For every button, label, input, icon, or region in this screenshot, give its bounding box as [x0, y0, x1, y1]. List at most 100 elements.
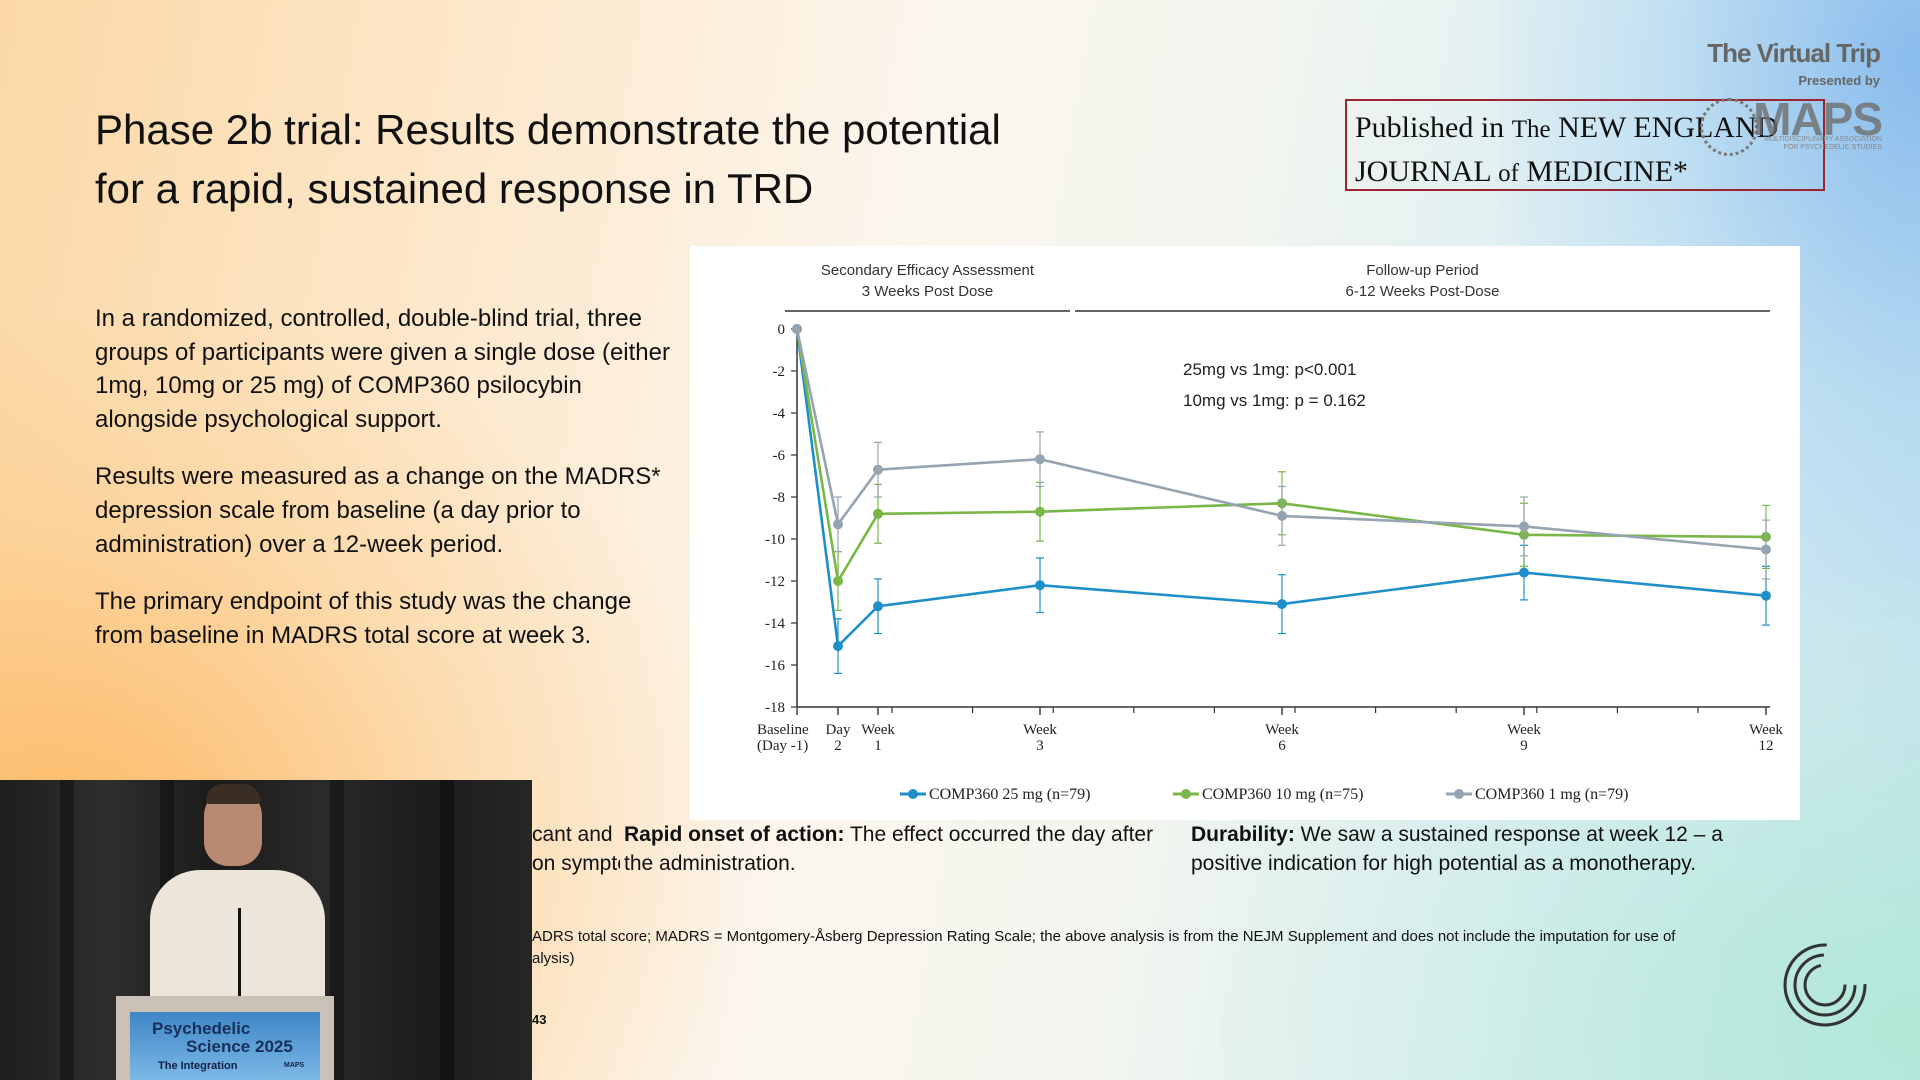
- chart-legend: COMP360 25 mg (n=79) COMP360 10 mg (n=75)…: [900, 786, 1628, 803]
- footnote-line-1: ADRS total score; MADRS = Montgomery-Åsb…: [532, 928, 1676, 945]
- significance-annotation: 25mg vs 1mg: p<0.001: [1183, 360, 1356, 379]
- x-tick-label-line-1: Week: [861, 722, 895, 738]
- y-tick-label: -2: [773, 364, 786, 380]
- legend-swatch-marker: [908, 789, 918, 799]
- body-paragraph-1: In a randomized, controlled, double-blin…: [95, 305, 670, 433]
- nejm-line-2: JOURNAL of MEDICINE*: [1355, 151, 1815, 195]
- data-point: [1035, 580, 1045, 591]
- y-tick-label: -4: [773, 406, 786, 422]
- speaker-hair: [206, 784, 260, 804]
- period-header-line-2: 6-12 Weeks Post-Dose: [1346, 283, 1500, 300]
- y-tick-label: -8: [773, 490, 786, 506]
- footnote-line-2: alysis): [532, 950, 575, 967]
- series-2: [792, 324, 1771, 580]
- x-tick-label-line-1: Week: [1265, 722, 1299, 738]
- x-tick-label-line-2: 2: [834, 738, 842, 754]
- x-tick-label-line-2: 6: [1278, 738, 1286, 754]
- maps-wordmark: MAPS: [1753, 93, 1883, 145]
- x-tick-label-line-1: Week: [1507, 722, 1541, 738]
- podium-text-1: Psychedelic: [152, 1019, 251, 1038]
- series-0: [792, 324, 1771, 674]
- slide-title-line-2: for a rapid, sustained response in TRD: [95, 165, 814, 212]
- published-journal-part-2: JOURNAL: [1355, 155, 1491, 188]
- y-tick-label: -16: [765, 658, 785, 674]
- compass-pathways-logo-icon: [1783, 943, 1867, 1027]
- curtain-fold: [60, 780, 74, 1080]
- period-header-line-1: Secondary Efficacy Assessment: [821, 262, 1035, 279]
- published-of: of: [1498, 160, 1519, 187]
- data-point: [1035, 454, 1045, 465]
- bottom-left-partial-text: cant and on symptoms: [532, 820, 620, 878]
- podium-text-3: The Integration: [158, 1060, 238, 1072]
- data-point: [833, 519, 843, 530]
- rapid-onset-description: The effect occurred the day after the ad…: [624, 823, 1154, 875]
- data-point: [1519, 567, 1529, 578]
- rapid-onset-text: Rapid onset of action: The effect occurr…: [624, 820, 1184, 878]
- chart-annotations: 25mg vs 1mg: p<0.001 10mg vs 1mg: p = 0.1…: [1183, 360, 1366, 410]
- data-point: [833, 641, 843, 652]
- x-tick-label-line-2: 12: [1759, 738, 1774, 754]
- x-axis: Baseline(Day -1)Day2Week1Week3Week6Week9…: [757, 706, 1783, 754]
- nejm-line-1: Published in The NEW ENGLAND: [1355, 107, 1815, 151]
- speaker-video-feed: Psychedelic Science 2025 The Integration…: [0, 780, 532, 1080]
- legend-label: COMP360 10 mg (n=75): [1202, 786, 1363, 803]
- data-point: [833, 576, 843, 586]
- y-tick-label: -6: [773, 448, 786, 464]
- data-point: [1277, 510, 1287, 521]
- curtain-fold: [440, 780, 454, 1080]
- durability-text: Durability: We saw a sustained response …: [1191, 820, 1751, 878]
- presented-by-label: Presented by: [1798, 73, 1880, 88]
- maps-circle-icon: [1700, 98, 1758, 156]
- period-header-line-2: 3 Weeks Post Dose: [862, 283, 993, 300]
- x-tick-label-line-2: 1: [874, 738, 882, 754]
- podium-sign: [130, 1012, 320, 1080]
- legend-swatch-marker: [1454, 789, 1464, 799]
- data-point: [1519, 521, 1529, 532]
- body-paragraph-3: The primary endpoint of this study was t…: [95, 588, 632, 649]
- published-the: The: [1511, 116, 1551, 143]
- data-point: [873, 508, 883, 519]
- x-tick-label-line-1: Week: [1023, 722, 1057, 738]
- data-point: [873, 601, 883, 612]
- podium-text-2: Science 2025: [186, 1037, 293, 1056]
- x-tick-label-line-1: Week: [1749, 722, 1783, 738]
- data-point: [1035, 506, 1045, 517]
- published-journal-part-3: MEDICINE*: [1526, 155, 1689, 188]
- page-number: 43: [532, 1012, 547, 1027]
- y-axis: 0 -2 -4 -6 -8 -10 -12 -14 -16 -18: [765, 322, 798, 716]
- madrs-chart-panel: Secondary Efficacy Assessment 3 Weeks Pos…: [690, 246, 1800, 820]
- legend-swatch-marker: [1181, 789, 1191, 799]
- x-tick-label-line-2: 3: [1036, 738, 1044, 754]
- data-point: [873, 464, 883, 475]
- y-tick-label: -14: [765, 616, 785, 632]
- podium-maps-logo: MAPS: [284, 1062, 305, 1069]
- body-text: In a randomized, controlled, double-blin…: [95, 302, 675, 676]
- significance-annotation: 10mg vs 1mg: p = 0.162: [1183, 391, 1366, 410]
- slide-title-line-1: Phase 2b trial: Results demonstrate the …: [95, 106, 1001, 153]
- period-header-line-1: Follow-up Period: [1366, 262, 1479, 279]
- maps-logo: MAPS MULTIDISCIPLINARY ASSOCIATION FOR P…: [1700, 92, 1883, 156]
- bottom-left-partial-line-1: cant and: [532, 823, 613, 846]
- x-tick-label-line-2: 9: [1520, 738, 1528, 754]
- x-tick-label-line-2: (Day -1): [757, 738, 808, 754]
- period-headers: Secondary Efficacy Assessment 3 Weeks Pos…: [785, 262, 1770, 312]
- durability-description: We saw a sustained response at week 12 –…: [1191, 823, 1723, 875]
- legend-label: COMP360 1 mg (n=79): [1475, 786, 1628, 803]
- virtual-trip-title: The Virtual Trip: [1707, 38, 1881, 68]
- body-paragraph-2: Results were measured as a change on the…: [95, 463, 661, 558]
- data-point: [1761, 590, 1771, 601]
- durability-label: Durability:: [1191, 823, 1295, 846]
- x-tick-label-line-1: Baseline: [757, 722, 809, 738]
- legend-label: COMP360 25 mg (n=79): [929, 786, 1090, 803]
- nejm-publication-box: Published in The NEW ENGLAND JOURNAL of …: [1345, 99, 1825, 191]
- bottom-left-partial-line-2: on symptoms: [532, 852, 620, 875]
- microphone-icon: [238, 908, 241, 1028]
- madrs-line-chart: Secondary Efficacy Assessment 3 Weeks Pos…: [757, 262, 1783, 803]
- virtual-trip-logo: The Virtual Trip Presented by: [1690, 38, 1881, 88]
- y-tick-label: -12: [765, 574, 785, 590]
- y-tick-label: -10: [765, 532, 785, 548]
- data-point: [792, 324, 802, 334]
- published-prefix: Published in: [1355, 111, 1505, 144]
- data-point: [1277, 599, 1287, 610]
- footnote: ADRS total score; MADRS = Montgomery-Åsb…: [532, 926, 1762, 970]
